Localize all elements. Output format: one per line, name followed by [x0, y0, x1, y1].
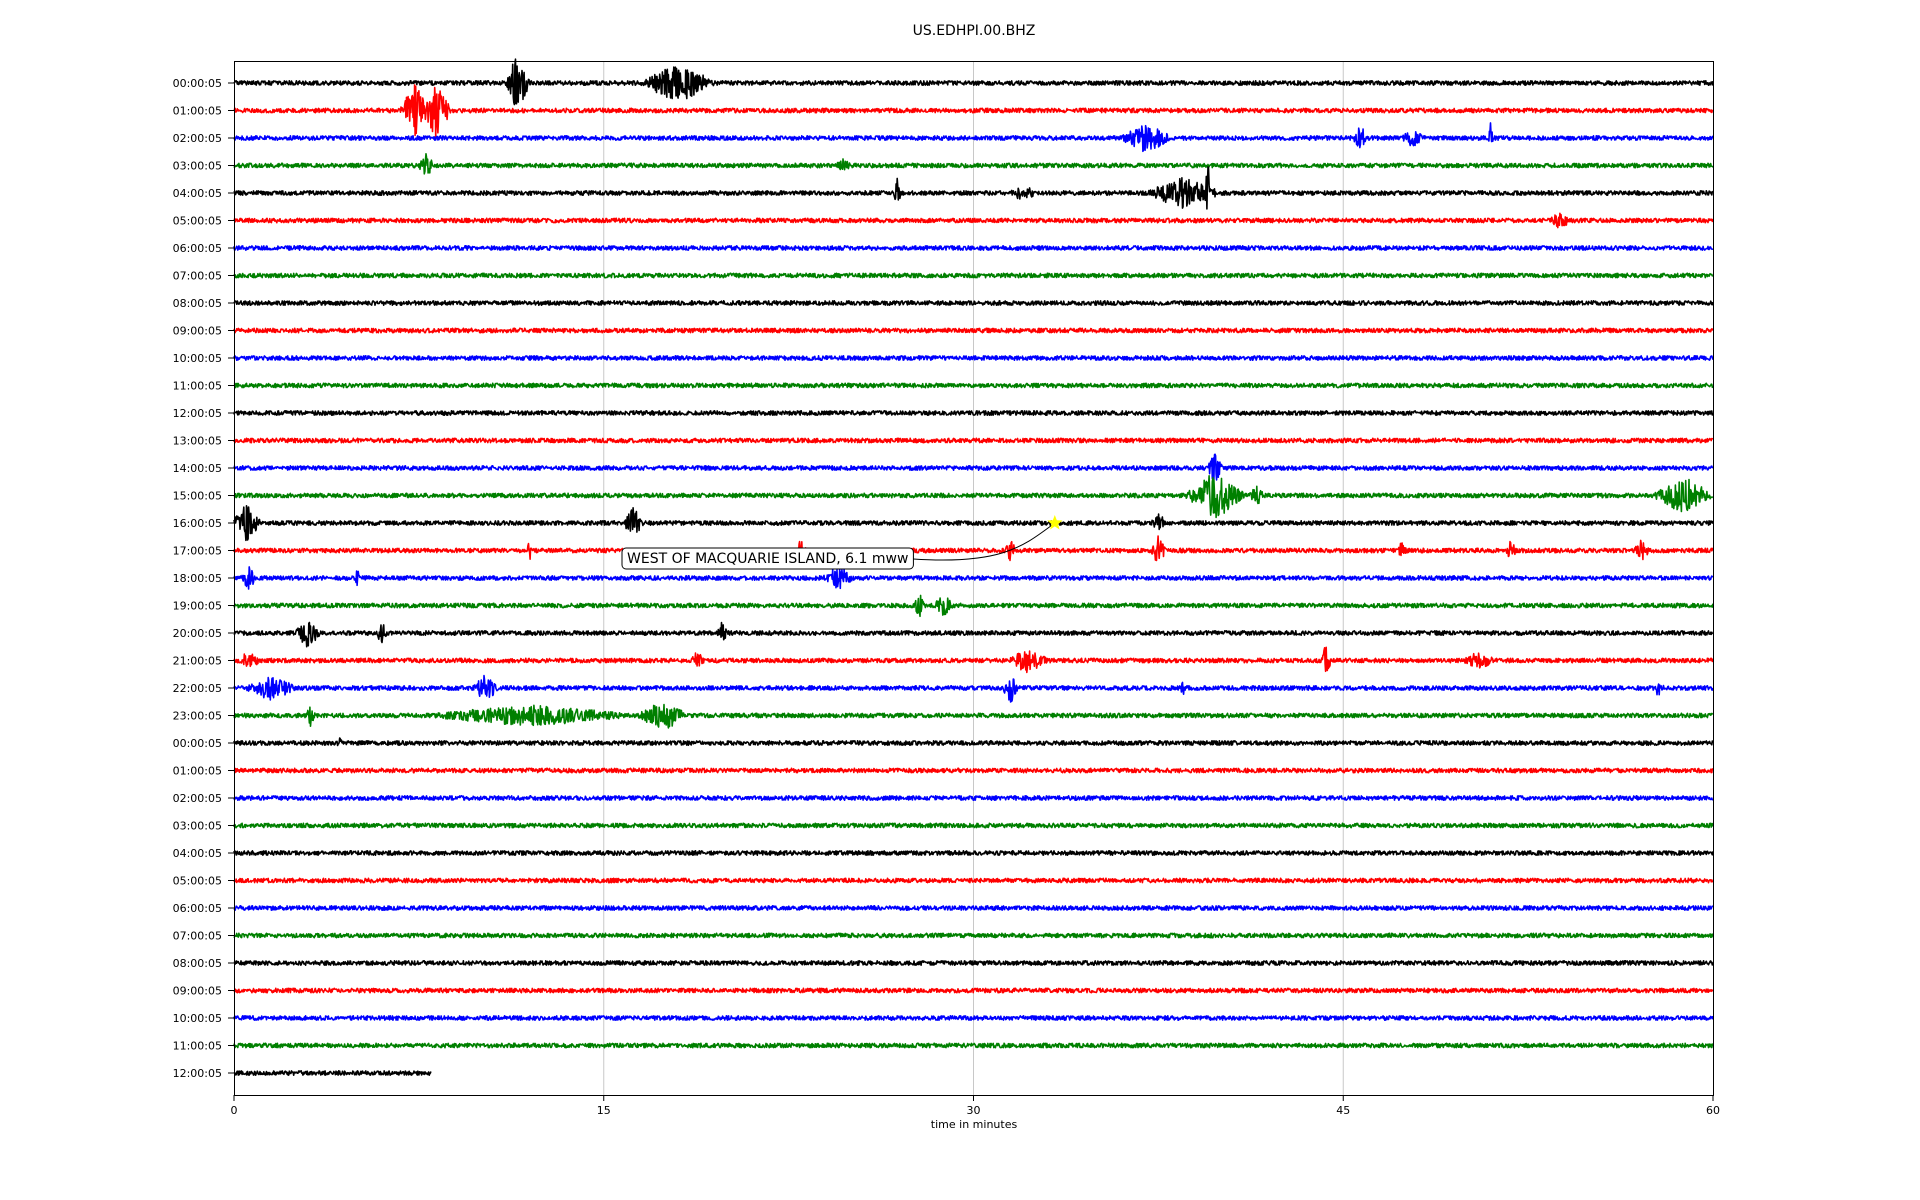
plot-frame [234, 61, 1714, 1096]
trace-line [233, 703, 1714, 729]
row-time-label: 08:00:05 [173, 297, 222, 310]
row-time-label: 00:00:05 [173, 737, 222, 750]
trace-line [233, 122, 1714, 153]
trace-line [233, 621, 1714, 648]
row-time-label: 03:00:05 [173, 160, 222, 173]
x-axis-label: time in minutes [931, 1118, 1018, 1131]
row-time-label: 20:00:05 [173, 627, 222, 640]
trace-line [233, 58, 1714, 106]
trace-line [233, 300, 1714, 306]
annotation-box [621, 547, 914, 570]
trace-line [233, 84, 1714, 138]
trace-line [233, 153, 1714, 175]
trace-line [233, 877, 1714, 884]
trace-line [233, 566, 1714, 590]
x-tick-label: 60 [1706, 1104, 1720, 1117]
row-time-label: 19:00:05 [173, 600, 222, 613]
row-time-label: 06:00:05 [173, 242, 222, 255]
x-tick-label: 30 [967, 1104, 981, 1117]
trace-line [233, 737, 1714, 747]
trace-line [233, 475, 1714, 519]
trace-line [233, 594, 1714, 618]
annotation-text: WEST OF MACQUARIE ISLAND, 6.1 mww [627, 551, 908, 567]
trace-line [233, 1015, 1714, 1021]
row-time-label: 04:00:05 [173, 187, 222, 200]
trace-line [233, 850, 1714, 856]
row-time-label: 13:00:05 [173, 435, 222, 448]
trace-line [233, 674, 1714, 703]
row-time-label: 16:00:05 [173, 517, 222, 530]
trace-line [233, 166, 1714, 210]
trace-line [233, 987, 1714, 994]
trace-line [233, 245, 1714, 251]
row-time-label: 11:00:05 [173, 1040, 222, 1053]
trace-line [233, 382, 1714, 389]
trace-line [233, 795, 1714, 801]
row-time-label: 03:00:05 [173, 820, 222, 833]
trace-line [233, 212, 1714, 229]
row-time-label: 23:00:05 [173, 710, 222, 723]
chart-title: US.EDHPI.00.BHZ [913, 23, 1036, 39]
row-time-label: 02:00:05 [173, 792, 222, 805]
row-time-label: 10:00:05 [173, 352, 222, 365]
row-time-label: 00:00:05 [173, 77, 222, 90]
trace-line [233, 767, 1714, 774]
row-time-label: 21:00:05 [173, 655, 222, 668]
row-time-label: 07:00:05 [173, 270, 222, 283]
trace-line [233, 646, 1714, 674]
annotation-layer: WEST OF MACQUARIE ISLAND, 6.1 mww [621, 515, 1063, 570]
row-time-label: 17:00:05 [173, 545, 222, 558]
row-time-label: 22:00:05 [173, 682, 222, 695]
row-time-label: 12:00:05 [173, 407, 222, 420]
trace-line [233, 932, 1714, 939]
row-time-label: 18:00:05 [173, 572, 222, 585]
trace-line [233, 822, 1714, 829]
row-time-label: 06:00:05 [173, 902, 222, 915]
row-time-label: 05:00:05 [173, 875, 222, 888]
trace-line [233, 437, 1714, 444]
row-time-label: 12:00:05 [173, 1067, 222, 1080]
trace-line [233, 410, 1714, 416]
trace-line [233, 355, 1714, 361]
x-tick-label: 0 [231, 1104, 238, 1117]
row-time-label: 01:00:05 [173, 765, 222, 778]
trace-line [233, 1070, 432, 1076]
row-time-label: 07:00:05 [173, 930, 222, 943]
x-tick-label: 45 [1336, 1104, 1350, 1117]
x-tick-layer: 0 15 30 45 60 [231, 1095, 1720, 1117]
trace-line [233, 905, 1714, 911]
trace-line [233, 1042, 1714, 1049]
trace-line [233, 453, 1714, 481]
row-time-label: 08:00:05 [173, 957, 222, 970]
event-star-marker [1047, 515, 1063, 530]
trace-line [233, 960, 1714, 966]
trace-line [233, 272, 1714, 279]
row-time-label: 15:00:05 [173, 490, 222, 503]
trace-line [233, 505, 1714, 542]
row-time-label: 02:00:05 [173, 132, 222, 145]
row-time-label: 09:00:05 [173, 325, 222, 338]
x-tick-label: 15 [597, 1104, 611, 1117]
trace-line [233, 327, 1714, 334]
annotation-arrow [913, 522, 1056, 561]
row-time-label: 09:00:05 [173, 985, 222, 998]
row-time-label: 01:00:05 [173, 105, 222, 118]
row-time-label: 11:00:05 [173, 380, 222, 393]
row-time-label: 14:00:05 [173, 462, 222, 475]
trace-line [233, 535, 1714, 564]
trace-layer [233, 58, 1714, 1076]
row-label-layer: 00:00:05 01:00:05 02:00:05 03:00:05 04:00:05… [173, 77, 234, 1080]
row-time-label: 10:00:05 [173, 1012, 222, 1025]
row-time-label: 04:00:05 [173, 847, 222, 860]
row-time-label: 05:00:05 [173, 215, 222, 228]
